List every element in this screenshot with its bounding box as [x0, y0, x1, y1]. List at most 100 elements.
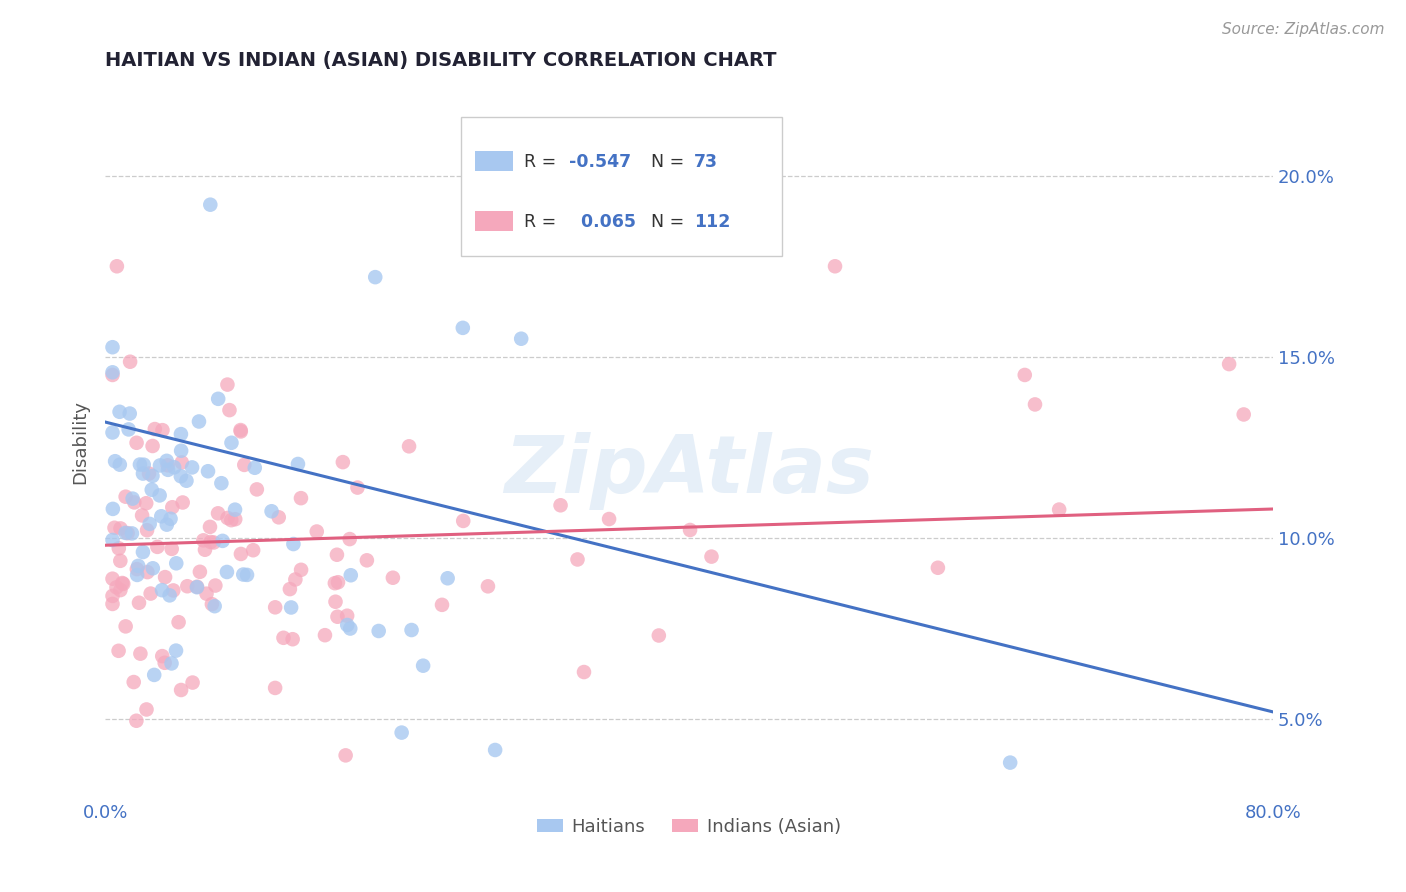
Point — [110, 583, 132, 598]
Point — [132, 458, 155, 472]
Point — [204, 578, 226, 592]
Point — [339, 622, 361, 636]
Point — [229, 423, 252, 437]
Point — [201, 597, 224, 611]
Point — [398, 439, 420, 453]
Text: 73: 73 — [693, 153, 717, 170]
Point — [128, 596, 150, 610]
Point — [229, 547, 252, 561]
Point — [156, 458, 179, 473]
Point — [108, 458, 131, 472]
Text: 0.065: 0.065 — [569, 212, 636, 231]
Point — [170, 469, 193, 483]
Point — [150, 509, 173, 524]
Text: N =: N = — [651, 153, 689, 170]
Text: R =: R = — [524, 212, 562, 231]
Point — [101, 572, 124, 586]
Point — [156, 517, 179, 532]
Point — [111, 576, 134, 591]
Point — [477, 579, 499, 593]
Point — [236, 567, 259, 582]
Point — [159, 588, 181, 602]
Point — [170, 455, 193, 469]
Point — [246, 483, 269, 497]
Point — [323, 576, 346, 591]
Point — [150, 649, 173, 664]
Point — [153, 570, 176, 584]
Point — [101, 589, 124, 603]
Point — [305, 524, 328, 539]
Point — [242, 543, 264, 558]
Point — [163, 460, 186, 475]
Point — [927, 561, 949, 575]
Point — [120, 355, 142, 369]
Point — [401, 623, 423, 637]
Point — [170, 427, 193, 442]
Point — [142, 561, 165, 575]
Point — [224, 502, 246, 516]
Point — [112, 577, 135, 591]
Point — [165, 557, 187, 571]
Point — [430, 598, 453, 612]
Point — [114, 525, 136, 540]
Point — [287, 457, 309, 471]
Point — [356, 553, 378, 567]
Point — [224, 512, 246, 526]
Y-axis label: Disability: Disability — [72, 400, 89, 484]
Point — [219, 513, 242, 527]
Point — [217, 377, 239, 392]
Point — [101, 365, 124, 379]
Point — [159, 512, 181, 526]
Point — [143, 668, 166, 682]
Point — [176, 579, 198, 593]
Point — [186, 580, 208, 594]
Point — [149, 488, 172, 502]
Point — [484, 743, 506, 757]
Point — [436, 571, 458, 585]
Point — [121, 491, 143, 506]
Point — [197, 464, 219, 478]
Point — [1047, 502, 1070, 516]
Text: N =: N = — [651, 212, 689, 231]
Point — [142, 439, 165, 453]
Point — [149, 458, 172, 473]
Point — [364, 270, 387, 285]
Point — [217, 511, 239, 525]
Point — [215, 565, 238, 579]
Point — [136, 565, 159, 579]
Point — [167, 615, 190, 630]
Point — [283, 537, 305, 551]
Point — [135, 496, 157, 510]
Point — [181, 460, 204, 475]
Point — [550, 498, 572, 512]
Point — [336, 618, 359, 632]
Bar — [475, 152, 513, 171]
Point — [510, 332, 533, 346]
Point — [139, 586, 162, 600]
Point — [412, 658, 434, 673]
Point — [101, 368, 124, 382]
Point — [200, 535, 222, 549]
Point — [1218, 357, 1240, 371]
Point — [233, 458, 256, 472]
Text: Source: ZipAtlas.com: Source: ZipAtlas.com — [1222, 22, 1385, 37]
Point — [339, 532, 361, 546]
Point — [207, 506, 229, 520]
Point — [572, 665, 595, 679]
Point — [381, 571, 404, 585]
Point — [117, 526, 139, 541]
Point — [284, 573, 307, 587]
Point — [1014, 368, 1036, 382]
Point — [162, 500, 184, 515]
Point — [127, 558, 149, 573]
Point — [280, 600, 302, 615]
Point — [207, 392, 229, 406]
Point — [103, 521, 125, 535]
Point — [281, 632, 304, 647]
Point — [186, 580, 208, 594]
Point — [598, 512, 620, 526]
Point — [108, 405, 131, 419]
Point — [998, 756, 1021, 770]
Point — [824, 260, 846, 274]
Point — [101, 425, 124, 440]
